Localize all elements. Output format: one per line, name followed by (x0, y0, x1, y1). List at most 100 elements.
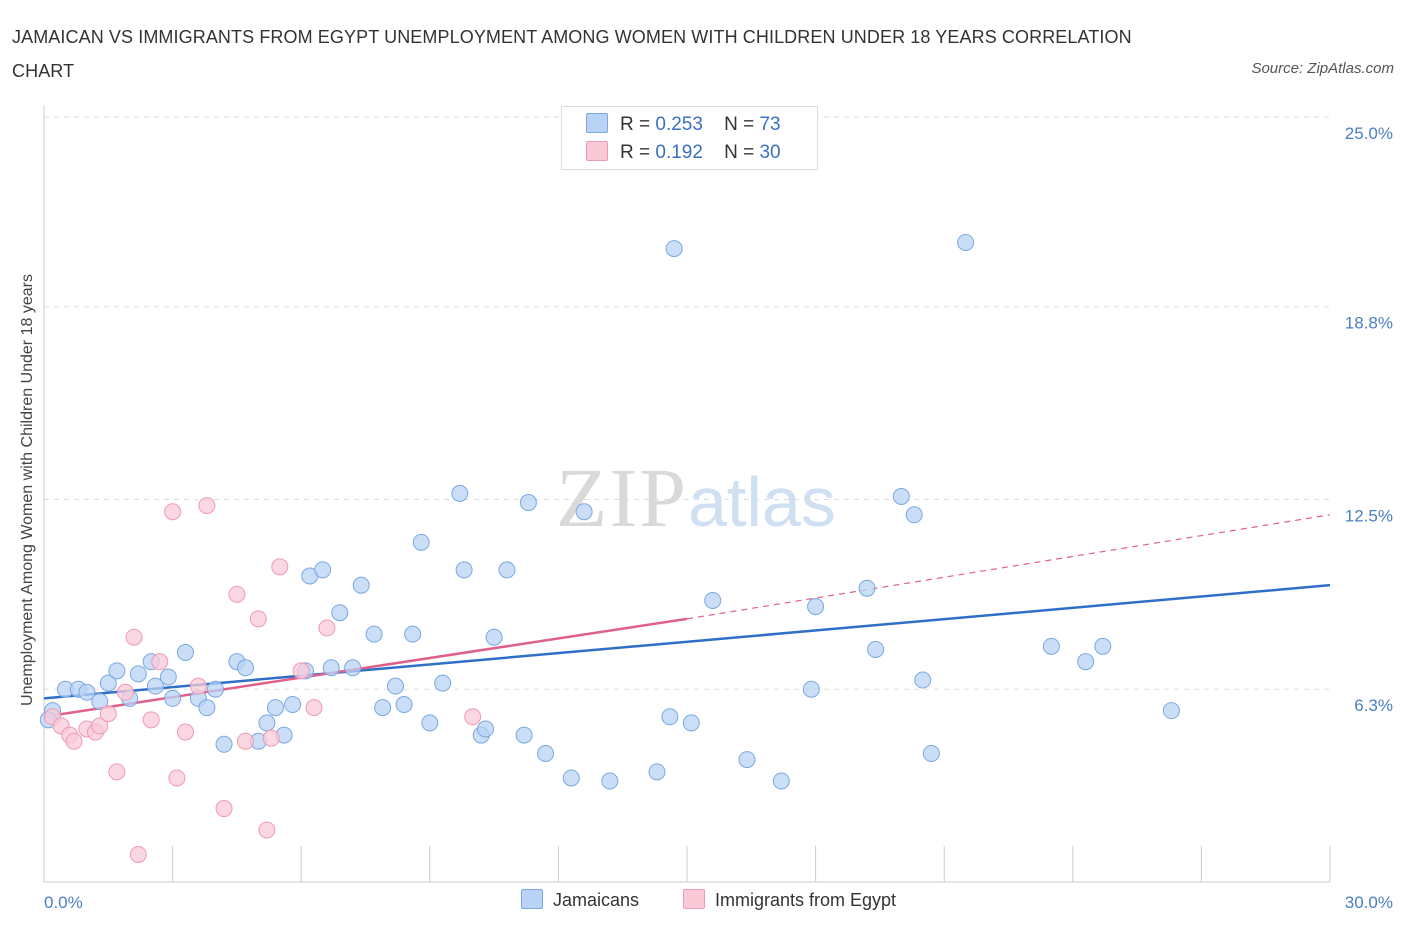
r-label: R = (620, 142, 651, 163)
jamaicans-point (515, 726, 533, 744)
egypt-point (236, 732, 254, 750)
jamaicans-point (164, 689, 182, 707)
jamaicans-point (322, 659, 340, 677)
n-label: N = (724, 142, 755, 163)
egypt-point (228, 585, 246, 603)
jamaicans-point (78, 683, 96, 701)
egypt-point (305, 699, 323, 717)
jamaicans-point (682, 714, 700, 732)
jamaicans-point (738, 751, 756, 769)
jamaicans-point (331, 604, 349, 622)
jamaicans-point (266, 699, 284, 717)
jamaicans-point (365, 625, 383, 643)
egypt-point (249, 610, 267, 628)
r-value: 0.192 (655, 142, 703, 163)
n-label: N = (724, 114, 755, 135)
jamaicans-point (772, 772, 790, 790)
legend-row-jamaicans: R = 0.253 N = 73 (586, 113, 781, 139)
jamaicans-point (914, 671, 932, 689)
tick-labels: 6.3% 12.5% 18.8% 25.0% 0.0% 30.0% (44, 124, 1393, 912)
watermark: ZIPatlas (556, 450, 836, 547)
legend-egypt[interactable]: Immigrants from Egypt (683, 889, 896, 911)
jamaicans-point (1162, 702, 1180, 720)
jamaicans-point (374, 699, 392, 717)
jamaicans-point (601, 772, 619, 790)
n-value: 73 (759, 114, 781, 135)
jamaicans-point (146, 677, 164, 695)
jamaicans-point (485, 628, 503, 646)
egypt-point (168, 769, 186, 787)
egypt-point (215, 800, 233, 818)
jamaicans-point (661, 708, 679, 726)
jamaicans-point (129, 665, 147, 683)
jamaicans-point (858, 579, 876, 597)
jamaicans-point (198, 699, 216, 717)
jamaicans-point (108, 662, 126, 680)
egypt-point (108, 763, 126, 781)
egypt-swatch (683, 889, 705, 909)
jamaicans-point (451, 484, 469, 502)
jamaicans-point (519, 494, 537, 512)
egypt-point (99, 705, 117, 723)
jamaicans-point (537, 744, 555, 762)
grid-lines (44, 116, 1330, 690)
jamaicans-point (498, 561, 516, 579)
jamaicans-point (957, 233, 975, 251)
egypt-trend-extension (686, 514, 1331, 620)
jamaicans-point (176, 644, 194, 661)
legend-row-egypt: R = 0.192 N = 30 (586, 141, 781, 167)
axes (43, 105, 1331, 883)
egypt-point (91, 717, 109, 735)
legend-jamaicans[interactable]: Jamaicans (521, 889, 639, 911)
egypt-point (258, 821, 276, 839)
legend-egypt-label: Immigrants from Egypt (715, 890, 897, 910)
jamaicans-point (1077, 653, 1095, 671)
chart-title: JAMAICAN VS IMMIGRANTS FROM EGYPT UNEMPL… (12, 27, 1132, 81)
y-tick-label: 12.5% (1345, 507, 1393, 526)
egypt-swatch (586, 141, 608, 161)
jamaicans-point (258, 714, 276, 732)
jamaicans-point (395, 696, 413, 714)
jamaicans-point (314, 561, 332, 579)
jamaicans-point (665, 240, 683, 258)
legend-jamaicans-label: Jamaicans (553, 890, 640, 910)
watermark-zip: ZIP (556, 452, 688, 545)
n-value: 30 (759, 142, 781, 163)
stats-legend: R = 0.253 N = 73 R = 0.192 N = 30 (561, 106, 818, 170)
jamaicans-point (352, 576, 370, 594)
egypt-point (262, 729, 280, 747)
x-tick-label: 30.0% (1345, 893, 1393, 912)
jamaicans-point (404, 625, 422, 643)
egypt-point (65, 732, 83, 750)
trend-lines (43, 514, 1331, 718)
egypt-point (176, 723, 194, 741)
egypt-point (189, 677, 207, 695)
jamaicans-swatch (586, 113, 608, 133)
egypt-point (271, 558, 289, 576)
egypt-point (151, 653, 169, 671)
jamaicans-point (91, 692, 109, 710)
jamaicans-point (575, 503, 593, 521)
data-points (39, 233, 1180, 863)
jamaicans-point (236, 659, 254, 677)
jamaicans-point (284, 696, 302, 714)
jamaicans-trend-line (43, 583, 1331, 700)
jamaicans-point (802, 680, 820, 698)
egypt-point (142, 711, 160, 729)
egypt-point (318, 619, 336, 637)
jamaicans-point (704, 591, 722, 609)
jamaicans-point (477, 720, 495, 738)
jamaicans-point (99, 674, 117, 692)
r-value: 0.253 (655, 114, 703, 135)
y-tick-label: 25.0% (1345, 124, 1393, 143)
jamaicans-swatch (521, 889, 543, 909)
jamaicans-point (1042, 637, 1060, 655)
jamaicans-point (421, 714, 439, 732)
egypt-point (164, 503, 182, 521)
egypt-point (198, 497, 216, 515)
x-tick-label: 0.0% (44, 893, 83, 912)
jamaicans-point (159, 668, 177, 686)
jamaicans-point (215, 735, 233, 753)
jamaicans-point (648, 763, 666, 781)
